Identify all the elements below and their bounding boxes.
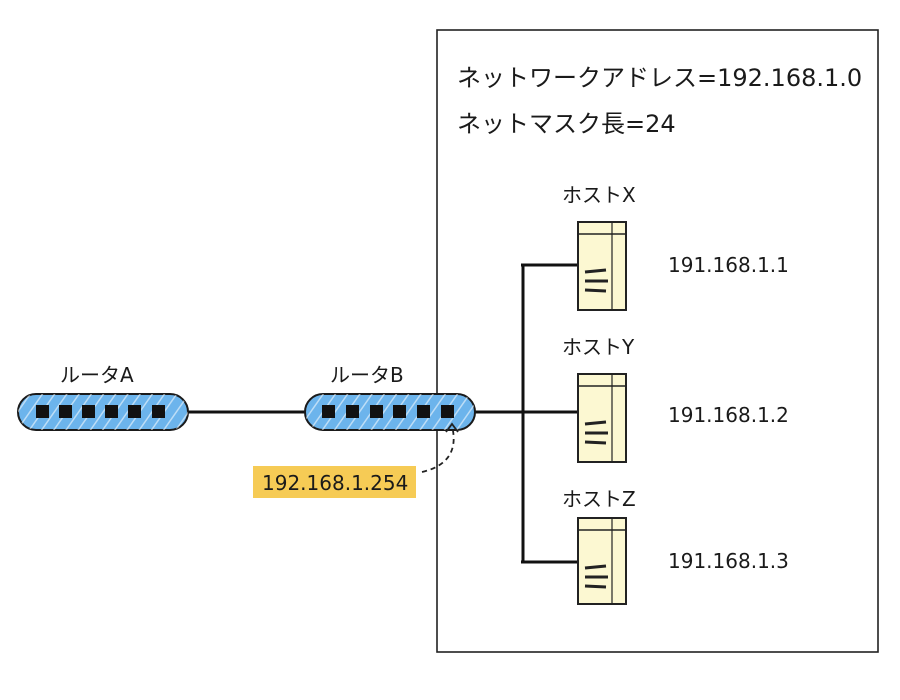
- network-address-label: ネットワークアドレス=192.168.1.0: [457, 64, 862, 92]
- host-z-server-icon: [577, 517, 627, 605]
- router-b-ports: [322, 405, 454, 418]
- gateway-pointer-arrow: [421, 425, 455, 473]
- gateway-ip-highlight: [253, 466, 416, 498]
- router-b-label: ルータB: [330, 363, 404, 387]
- host-x-label: ホストX: [562, 183, 636, 207]
- host-y-server-icon: [577, 373, 627, 463]
- gateway-ip-label: 192.168.1.254: [262, 471, 408, 495]
- host-z-label: ホストZ: [562, 487, 636, 511]
- host-x-ip: 191.168.1.1: [668, 253, 789, 277]
- router-b: [304, 393, 476, 431]
- router-a: [17, 393, 189, 431]
- host-x-server-icon: [577, 221, 627, 311]
- host-y-label: ホストY: [562, 335, 635, 359]
- router-a-label: ルータA: [60, 363, 134, 387]
- host-z-ip: 191.168.1.3: [668, 549, 789, 573]
- netmask-length-label: ネットマスク長=24: [457, 110, 676, 138]
- host-y-ip: 191.168.1.2: [668, 403, 789, 427]
- subnet-boundary: [436, 29, 879, 653]
- router-a-ports: [36, 405, 165, 418]
